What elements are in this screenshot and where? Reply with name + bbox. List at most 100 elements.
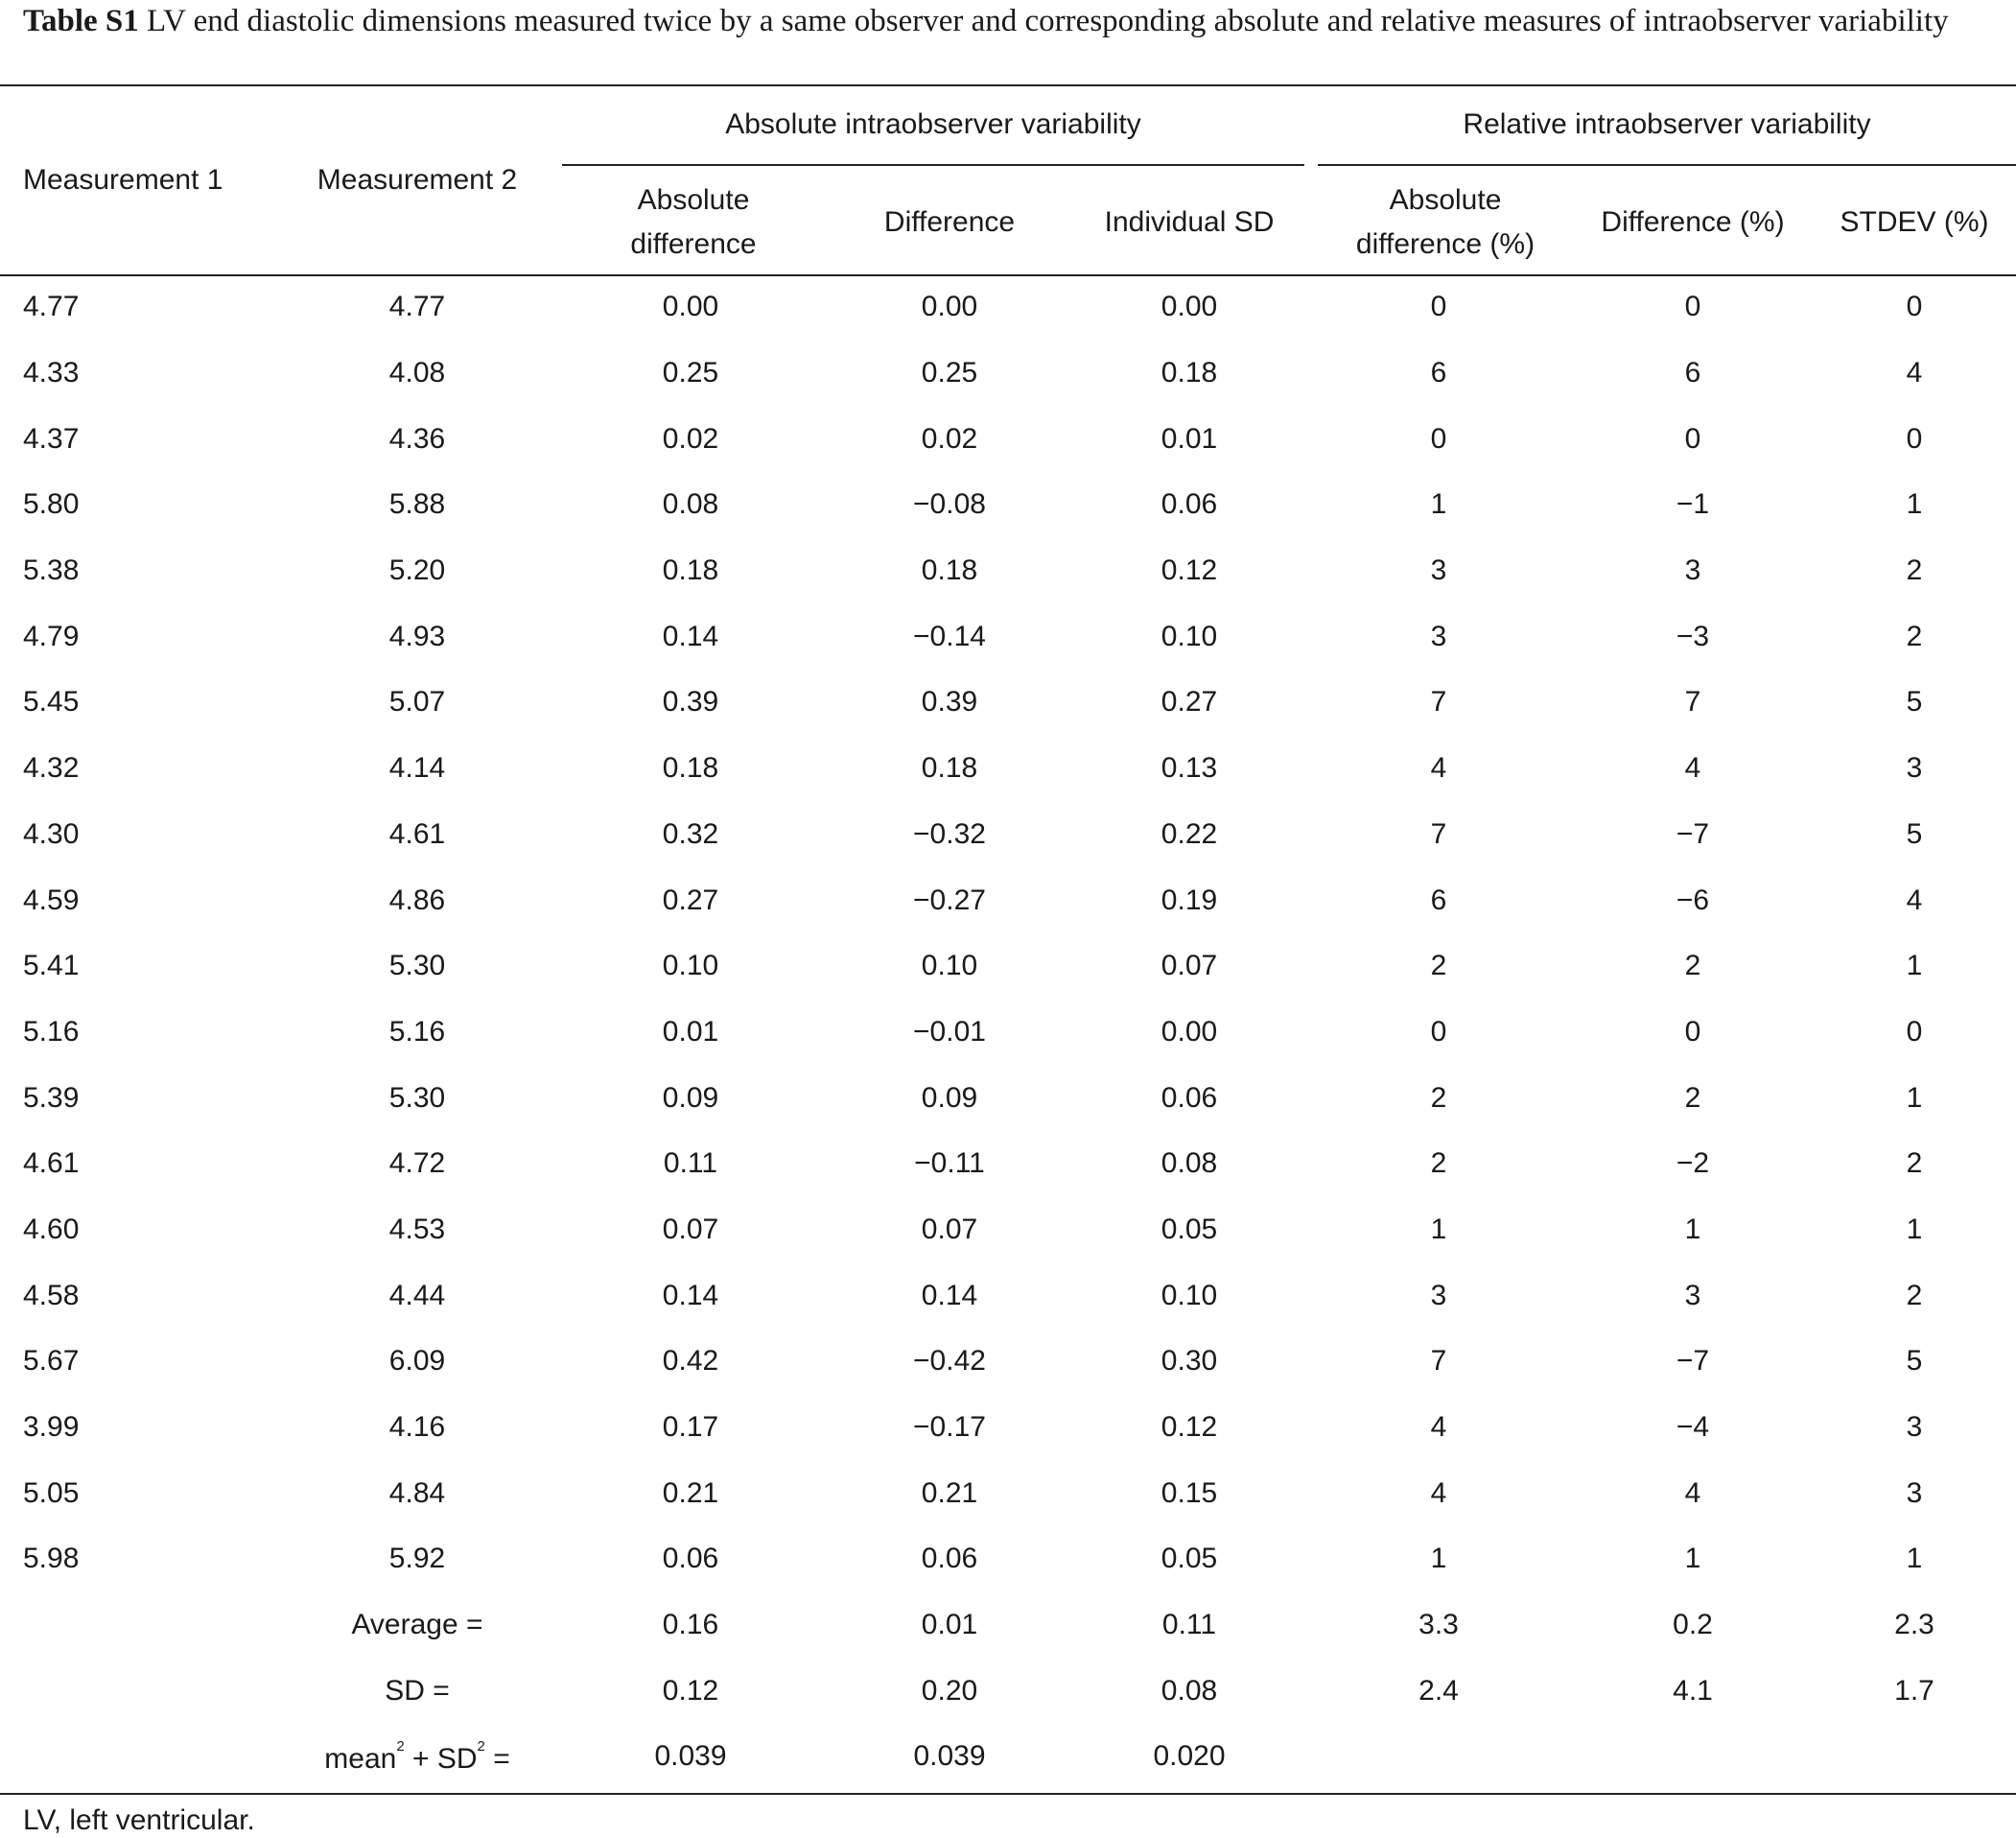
cell-difference-pct: 1	[1684, 1543, 1701, 1575]
cell-stdev-pct: 5	[1906, 1345, 1923, 1378]
cell-difference: 0.00	[921, 291, 978, 323]
table-row: 5.05 4.84 0.21 0.21 0.15 4 4 3	[0, 1460, 2016, 1526]
header-measurement-1: Measurement 1	[23, 164, 223, 196]
cell-absolute-difference: 0.17	[662, 1411, 719, 1444]
summary-label-msq: mean2 + SD2 =	[278, 1724, 556, 1790]
cell-difference-pct: −3	[1676, 620, 1710, 652]
cell-stdev-pct: 5	[1906, 686, 1923, 719]
cell-stdev-pct: 1	[1906, 488, 1923, 521]
cell-difference-pct: 0	[1684, 1015, 1701, 1048]
cell-difference-pct: −2	[1676, 1147, 1710, 1180]
cell-absolute-difference: 0.01	[662, 1015, 719, 1048]
cell-measurement-2: 4.16	[388, 1411, 446, 1444]
cell-measurement-1: 4.60	[23, 1213, 80, 1245]
cell-difference-pct: 2	[1684, 1081, 1701, 1114]
table-body: 4.77 4.77 0.00 0.00 0.00 0 0 0 4.33 4.08 0.25 0.25 0…	[0, 274, 2016, 1790]
cell-individual-sd: 0.27	[1160, 686, 1218, 719]
cell-individual-sd: 0.12	[1160, 1411, 1218, 1444]
table-row: 4.37 4.36 0.02 0.02 0.01 0 0 0	[0, 406, 2016, 472]
cell-absolute-difference: 0.07	[662, 1213, 719, 1245]
summary-value: 0.039	[913, 1740, 986, 1773]
summary-spacer	[0, 1592, 278, 1659]
cell-difference-pct: 0	[1684, 291, 1701, 323]
cell-difference-pct: 3	[1684, 1279, 1701, 1311]
summary-value: 0.020	[1153, 1740, 1226, 1773]
cell-individual-sd: 0.30	[1160, 1345, 1218, 1378]
summary-value: 0.12	[662, 1674, 719, 1707]
cell-individual-sd: 0.05	[1160, 1543, 1218, 1575]
cell-stdev-pct: 4	[1906, 884, 1923, 916]
cell-individual-sd: 0.06	[1160, 488, 1218, 521]
cell-measurement-1: 4.61	[23, 1147, 80, 1180]
table-row: 3.99 4.16 0.17 −0.17 0.12 4 −4 3	[0, 1395, 2016, 1461]
cell-absolute-difference: 0.09	[662, 1081, 719, 1114]
cell-stdev-pct: 4	[1906, 357, 1923, 389]
cell-measurement-1: 5.80	[23, 488, 80, 521]
cell-relative-absolute-difference: 0	[1430, 1015, 1447, 1048]
summary-value: 2.3	[1894, 1609, 1934, 1641]
cell-measurement-2: 5.88	[388, 488, 446, 521]
cell-measurement-1: 5.38	[23, 554, 80, 587]
cell-measurement-1: 5.45	[23, 686, 80, 719]
cell-difference-pct: −6	[1676, 884, 1710, 916]
cell-individual-sd: 0.15	[1160, 1476, 1218, 1509]
cell-individual-sd: 0.10	[1160, 620, 1218, 652]
cell-difference: −0.42	[913, 1345, 986, 1378]
cell-measurement-2: 5.20	[388, 554, 446, 587]
cell-relative-absolute-difference: 6	[1430, 357, 1447, 389]
cell-difference-pct: −7	[1676, 817, 1710, 850]
table-caption: Table S1 LV end diastolic dimensions mea…	[23, 0, 1993, 42]
cell-measurement-2: 5.92	[388, 1543, 446, 1575]
cell-individual-sd: 0.13	[1160, 752, 1218, 785]
cell-stdev-pct: 3	[1906, 752, 1923, 785]
summary-spacer	[0, 1658, 278, 1724]
table-row: 5.98 5.92 0.06 0.06 0.05 1 1 1	[0, 1526, 2016, 1592]
cell-measurement-1: 4.77	[23, 291, 80, 323]
cell-difference: 0.06	[921, 1543, 978, 1575]
cell-difference: 0.18	[921, 554, 978, 587]
cell-stdev-pct: 0	[1906, 422, 1923, 455]
cell-relative-absolute-difference: 2	[1430, 1081, 1447, 1114]
cell-measurement-1: 5.05	[23, 1476, 80, 1509]
summary-value: 0.2	[1673, 1609, 1713, 1641]
cell-measurement-1: 4.58	[23, 1279, 80, 1311]
cell-difference-pct: 7	[1684, 686, 1701, 719]
cell-measurement-1: 3.99	[23, 1411, 80, 1444]
top-rule	[0, 84, 2016, 86]
cell-stdev-pct: 1	[1906, 1081, 1923, 1114]
cell-absolute-difference: 0.14	[662, 620, 719, 652]
cell-measurement-2: 6.09	[388, 1345, 446, 1378]
summary-empty	[1573, 1724, 1813, 1790]
table-row: 5.41 5.30 0.10 0.10 0.07 2 2 1	[0, 933, 2016, 1000]
summary-empty	[1304, 1724, 1573, 1790]
header-individual-sd: Individual SD	[1104, 206, 1275, 238]
cell-individual-sd: 0.07	[1160, 950, 1218, 982]
table-label: Table S1	[23, 4, 139, 38]
summary-msq-mean: mean	[324, 1742, 397, 1775]
cell-absolute-difference: 0.21	[662, 1476, 719, 1509]
cell-relative-absolute-difference: 6	[1430, 884, 1447, 916]
cell-stdev-pct: 0	[1906, 291, 1923, 323]
cell-measurement-2: 5.30	[388, 1081, 446, 1114]
table-row: 4.33 4.08 0.25 0.25 0.18 6 6 4	[0, 341, 2016, 407]
cell-absolute-difference: 0.18	[662, 752, 719, 785]
summary-average-label: Average =	[351, 1609, 483, 1641]
cell-individual-sd: 0.00	[1160, 291, 1218, 323]
summary-msq-plus-sd: + SD	[404, 1742, 478, 1775]
cell-relative-absolute-difference: 1	[1430, 1543, 1447, 1575]
cell-difference: −0.17	[913, 1411, 986, 1444]
cell-absolute-difference: 0.14	[662, 1279, 719, 1311]
cell-measurement-2: 5.16	[388, 1015, 446, 1048]
cell-measurement-2: 4.93	[388, 620, 446, 652]
header-bottom-rule	[0, 274, 2016, 276]
summary-value: 0.11	[1161, 1609, 1217, 1641]
cell-difference: 0.18	[921, 752, 978, 785]
header-relative-absolute-difference: Absolute difference (%)	[1318, 178, 1573, 267]
summary-label-sd: SD =	[278, 1658, 556, 1724]
header-group-absolute: Absolute intraobserver variability	[725, 108, 1141, 140]
cell-absolute-difference: 0.02	[662, 422, 719, 455]
cell-individual-sd: 0.10	[1160, 1279, 1218, 1311]
cell-absolute-difference: 0.39	[662, 686, 719, 719]
cell-stdev-pct: 3	[1906, 1476, 1923, 1509]
cell-individual-sd: 0.19	[1160, 884, 1218, 916]
